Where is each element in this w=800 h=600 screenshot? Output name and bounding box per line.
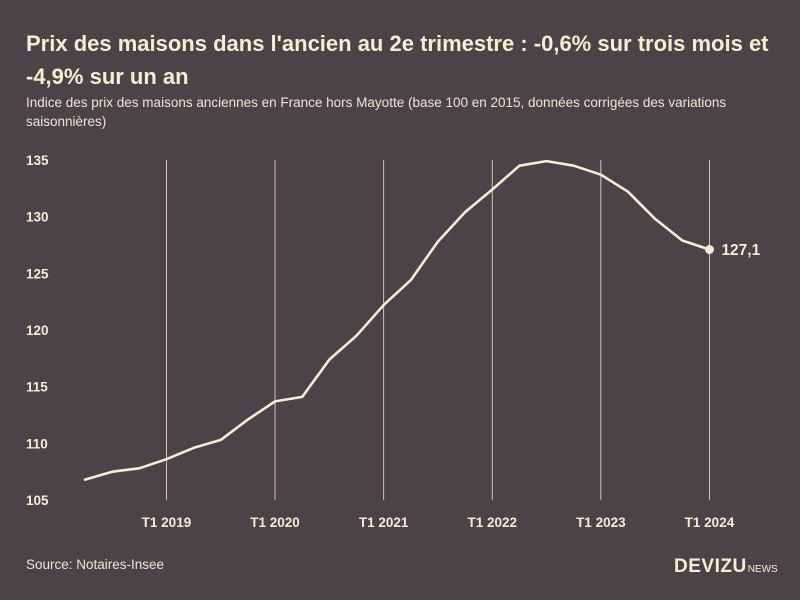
y-tick-label: 105 — [26, 493, 49, 508]
y-tick-label: 125 — [26, 266, 49, 281]
source-note: Source: Notaires-Insee — [26, 557, 165, 572]
y-tick-label: 135 — [26, 153, 49, 168]
chart-title: Prix des maisons dans l'ancien au 2e tri… — [26, 31, 769, 89]
y-tick-label: 120 — [26, 323, 49, 338]
x-tick-label: T1 2024 — [685, 515, 735, 530]
x-tick-label: T1 2020 — [250, 515, 300, 530]
x-tick-label: T1 2022 — [467, 515, 517, 530]
chart-subtitle: Indice des prix des maisons anciennes en… — [26, 95, 727, 129]
logo-news-suffix: NEWS — [747, 564, 778, 575]
y-tick-label: 130 — [26, 210, 49, 225]
x-tick-label: T1 2021 — [359, 515, 409, 530]
y-tick-label: 110 — [26, 436, 48, 451]
logo-wordmark: DEVIZU — [674, 556, 747, 577]
series-line — [83, 159, 711, 481]
last-point-marker — [704, 245, 714, 255]
y-tick-label: 115 — [26, 380, 48, 395]
x-tick-label: T1 2019 — [142, 515, 192, 530]
last-value-label: 127,1 — [721, 242, 760, 259]
devizu-logo: DEVIZUNEWS — [674, 556, 778, 578]
x-tick-label: T1 2023 — [576, 515, 626, 530]
